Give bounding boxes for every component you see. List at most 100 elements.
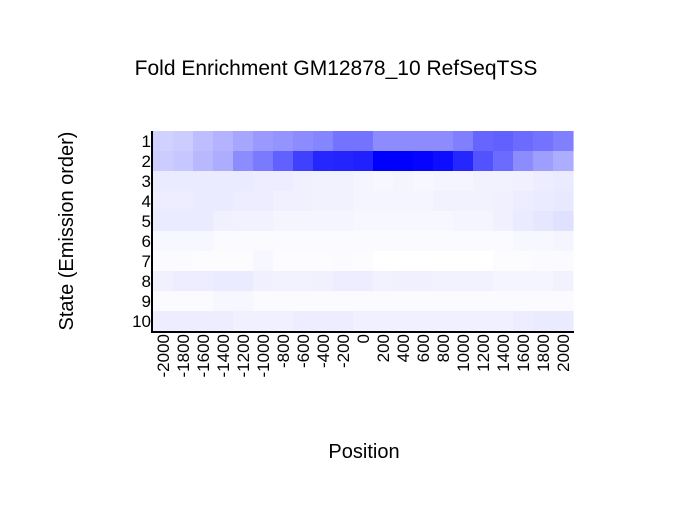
heatmap-cell <box>193 291 214 312</box>
heatmap-cell <box>253 251 274 272</box>
heatmap-cell <box>513 311 534 332</box>
heatmap-cell <box>193 251 214 272</box>
heatmap-cell <box>533 151 554 172</box>
heatmap-cell <box>453 171 474 192</box>
heatmap-cell <box>273 231 294 252</box>
heatmap-cell <box>393 251 414 272</box>
heatmap-cell <box>293 251 314 272</box>
heatmap-cell <box>473 191 494 212</box>
chart-title: Fold Enrichment GM12878_10 RefSeqTSS <box>135 57 538 80</box>
heatmap-cell <box>453 311 474 332</box>
heatmap-cell <box>273 151 294 172</box>
x-tick-label: -200 <box>334 334 353 368</box>
heatmap-cell <box>273 171 294 192</box>
heatmap-cell <box>333 171 354 192</box>
heatmap-cell <box>553 151 574 172</box>
heatmap-cell <box>473 131 494 152</box>
heatmap-cell <box>413 251 434 272</box>
heatmap-cell <box>553 271 574 292</box>
heatmap-cell <box>333 311 354 332</box>
y-tick-label: 6 <box>142 232 151 251</box>
heatmap-cell <box>553 171 574 192</box>
heatmap-cell <box>273 251 294 272</box>
heatmap-cell <box>533 271 554 292</box>
heatmap-cell <box>173 251 194 272</box>
heatmap-cell <box>233 291 254 312</box>
heatmap-cell <box>173 271 194 292</box>
x-tick-label: -1200 <box>234 334 253 377</box>
heatmap-cell <box>513 131 534 152</box>
heatmap-cell <box>413 211 434 232</box>
y-tick-label: 5 <box>142 212 151 231</box>
heatmap-cell <box>433 211 454 232</box>
heatmap-cell <box>493 211 514 232</box>
heatmap-cell <box>553 291 574 312</box>
heatmap-cell <box>413 311 434 332</box>
heatmap-cell <box>513 251 534 272</box>
heatmap-cell <box>193 191 214 212</box>
y-tick-label: 8 <box>142 272 151 291</box>
heatmap-cell <box>173 131 194 152</box>
heatmap-cell <box>433 151 454 172</box>
x-axis-label: Position <box>328 441 399 463</box>
heatmap-cell <box>493 251 514 272</box>
heatmap-cell <box>393 151 414 172</box>
heatmap-cell <box>173 211 194 232</box>
heatmap-cell <box>253 151 274 172</box>
heatmap-cell <box>373 291 394 312</box>
heatmap-cell <box>173 151 194 172</box>
heatmap-cell <box>353 191 374 212</box>
x-tick-label: -1400 <box>214 334 233 377</box>
heatmap-cell <box>353 131 374 152</box>
heatmap-cell <box>173 291 194 312</box>
heatmap-cell <box>373 191 394 212</box>
heatmap-cell <box>293 211 314 232</box>
heatmap-cell <box>393 191 414 212</box>
heatmap-cell <box>513 211 534 232</box>
heatmap-cell <box>373 311 394 332</box>
x-tick-label: 0 <box>354 334 373 343</box>
heatmap-cell <box>373 131 394 152</box>
heatmap-cell <box>513 151 534 172</box>
heatmap-cell <box>233 191 254 212</box>
heatmap-cell <box>153 191 174 212</box>
heatmap-cell <box>173 311 194 332</box>
heatmap-cell <box>153 271 174 292</box>
heatmap-cell <box>313 171 334 192</box>
heatmap-cell <box>153 311 174 332</box>
heatmap-cell <box>333 211 354 232</box>
x-tick-label: 1200 <box>474 334 493 372</box>
x-tick-label: -800 <box>274 334 293 368</box>
heatmap-cell <box>233 171 254 192</box>
heatmap-cell <box>233 271 254 292</box>
heatmap-cell <box>293 191 314 212</box>
heatmap-cell <box>273 271 294 292</box>
heatmap-cell <box>533 231 554 252</box>
heatmap-cell <box>293 151 314 172</box>
heatmap-cell <box>273 131 294 152</box>
heatmap-cell <box>313 311 334 332</box>
heatmap-cell <box>153 231 174 252</box>
heatmap-cell <box>333 231 354 252</box>
y-axis-label: State (Emission order) <box>56 132 78 331</box>
heatmap-cell <box>373 231 394 252</box>
heatmap-cell <box>253 131 274 152</box>
heatmap-cell <box>453 251 474 272</box>
heatmap-cell <box>453 211 474 232</box>
heatmap-cell <box>233 311 254 332</box>
heatmap-cell <box>553 191 574 212</box>
heatmap-cell <box>433 131 454 152</box>
heatmap-cell <box>333 151 354 172</box>
heatmap-cell <box>293 171 314 192</box>
heatmap-cell <box>193 131 214 152</box>
heatmap-cell <box>213 271 234 292</box>
heatmap-cell <box>213 231 234 252</box>
heatmap-cell <box>333 191 354 212</box>
heatmap-cell <box>533 311 554 332</box>
x-tick-label: 1000 <box>454 334 473 372</box>
heatmap-cell <box>233 131 254 152</box>
heatmap-cell <box>433 271 454 292</box>
heatmap-cell <box>393 131 414 152</box>
heatmap-cell <box>253 211 274 232</box>
